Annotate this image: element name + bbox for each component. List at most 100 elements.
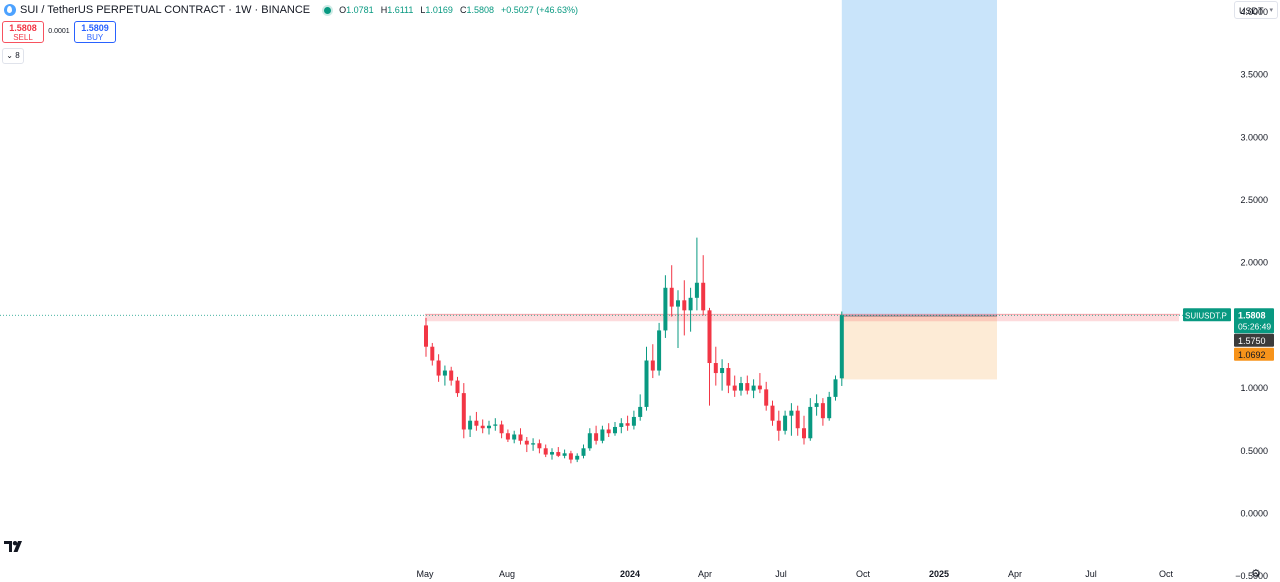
candle — [568, 450, 573, 464]
candle-body — [814, 403, 819, 407]
candle — [739, 376, 743, 396]
candle — [802, 415, 806, 445]
candle — [833, 375, 838, 401]
candle-body — [499, 424, 504, 434]
candle-body — [625, 423, 630, 426]
candle — [594, 425, 599, 445]
entry-price-label-bg — [1234, 333, 1274, 347]
candle-body — [449, 370, 454, 381]
candle — [657, 322, 662, 376]
sell-button[interactable]: 1.5808 SELL — [2, 21, 44, 43]
candle — [587, 428, 592, 451]
candle-body — [424, 325, 428, 347]
candle-body — [789, 410, 794, 416]
candle-body — [732, 385, 737, 391]
symbol-tag-label: SUIUSDT.P — [1185, 311, 1227, 320]
candle-body — [827, 396, 832, 419]
time-tick-label: Apr — [698, 569, 712, 579]
candle — [751, 379, 756, 399]
candle-body — [518, 434, 523, 441]
tradingview-logo-icon[interactable] — [4, 541, 26, 553]
candle-body — [613, 426, 617, 434]
sell-price: 1.5808 — [9, 23, 37, 33]
candle-body — [739, 383, 743, 391]
candle-body — [751, 385, 756, 391]
candle-body — [556, 452, 561, 456]
candle-body — [442, 370, 447, 376]
buy-label: BUY — [86, 33, 104, 42]
symbol-title[interactable]: SUI / TetherUS PERPETUAL CONTRACT · 1W ·… — [20, 4, 311, 16]
candle-body — [720, 368, 725, 374]
indicators-toggle-button[interactable]: ⌄ 8 — [2, 48, 24, 64]
time-tick-label: Oct — [1159, 569, 1174, 579]
time-tick-label: May — [416, 569, 434, 579]
candle — [732, 375, 737, 397]
candle — [499, 420, 504, 439]
candle-body — [663, 287, 668, 331]
candle — [720, 359, 725, 391]
candle-body — [512, 434, 517, 440]
bar-countdown-label: 05:26:49 — [1238, 321, 1271, 331]
candle — [468, 415, 473, 438]
stop-price-label: 1.0692 — [1238, 350, 1266, 360]
candle-body — [776, 420, 781, 431]
candle-body — [713, 363, 718, 374]
candle-body — [550, 452, 554, 455]
candle — [543, 444, 548, 458]
time-tick-label: 2024 — [620, 569, 640, 579]
buy-button[interactable]: 1.5809 BUY — [74, 21, 116, 43]
candle — [613, 421, 617, 436]
candle — [726, 363, 731, 394]
candle — [669, 265, 674, 317]
candlestick-series — [424, 237, 844, 464]
spread-value: 0.0001 — [48, 28, 70, 35]
candle — [537, 439, 542, 454]
candle-body — [543, 448, 548, 455]
ohlc-open: O1.0781 — [339, 5, 374, 15]
candle — [600, 425, 605, 444]
candle — [442, 365, 447, 386]
candle-body — [461, 393, 466, 430]
candle-body — [474, 420, 479, 426]
candle-body — [581, 448, 586, 456]
time-tick-label: Jul — [1085, 569, 1097, 579]
candle — [638, 394, 643, 421]
candle-body — [802, 428, 806, 439]
candle — [694, 237, 699, 311]
candle — [631, 410, 636, 430]
indicators-count: 8 — [15, 51, 20, 60]
currency-select[interactable]: USDT ▾ — [1234, 1, 1278, 19]
candle — [487, 420, 491, 435]
market-status-icon — [324, 6, 332, 14]
candle — [625, 415, 630, 431]
candle — [688, 287, 693, 332]
candle — [480, 419, 485, 434]
candle-body — [657, 330, 662, 371]
position-zones — [841, 0, 997, 380]
candle-body — [745, 383, 750, 391]
price-tick-label: 1.0000 — [1240, 383, 1268, 393]
price-axis: 7.00006.50006.00005.50005.00004.50004.00… — [1235, 7, 1268, 581]
time-tick-label: Aug — [499, 569, 515, 579]
candle-body — [764, 389, 769, 406]
candle-body — [537, 443, 542, 449]
candle — [707, 307, 712, 406]
candle-body — [644, 360, 649, 407]
time-tick-label: Oct — [856, 569, 871, 579]
candle — [556, 447, 561, 458]
chevron-down-icon: ⌄ — [6, 51, 13, 60]
candle-body — [707, 310, 712, 364]
sell-label: SELL — [13, 33, 33, 42]
candle — [757, 373, 762, 394]
price-tick-label: 0.0000 — [1240, 509, 1268, 519]
gear-icon[interactable]: ⚙ — [1251, 568, 1261, 580]
candle-body — [468, 420, 473, 430]
price-lines — [0, 313, 1230, 322]
chevron-down-icon: ▾ — [1269, 7, 1273, 14]
last-price-label: 1.5808 — [1238, 310, 1266, 320]
candle — [713, 346, 718, 386]
candle-body — [808, 406, 813, 439]
sui-coin-icon — [4, 4, 16, 16]
stop-price-label-bg — [1234, 347, 1274, 361]
